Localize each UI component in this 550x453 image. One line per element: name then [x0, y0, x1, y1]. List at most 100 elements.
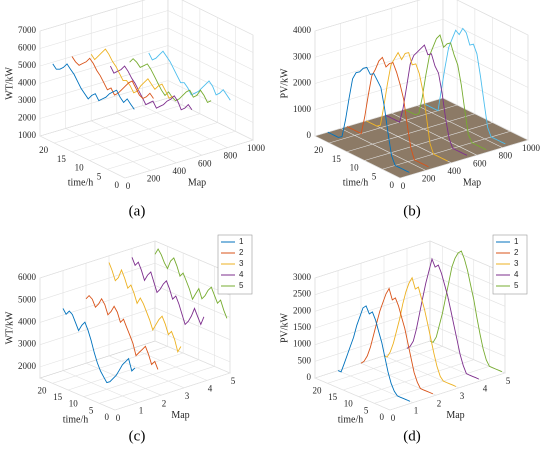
z-grid-line — [39, 27, 169, 67]
time-grid-line — [374, 366, 490, 404]
series-line — [148, 50, 231, 101]
series-line — [108, 262, 182, 353]
time-tick-label: 10 — [69, 399, 79, 409]
z-tick-label: 6000 — [18, 43, 37, 53]
time-grid-line — [89, 122, 218, 161]
map-tick-label: 1 — [139, 406, 144, 416]
series-line — [423, 27, 506, 145]
z-tick-label: 3000 — [293, 272, 312, 282]
time-grid-line — [346, 113, 475, 153]
time-tick-label: 15 — [328, 392, 338, 402]
panel-caption: (a) — [129, 203, 146, 219]
panel: 2000300040005000600001234505101520WT/kWM… — [4, 234, 253, 444]
time-grid-line — [124, 139, 254, 179]
z-grid-line — [314, 307, 431, 345]
map-axis-label: Map — [188, 177, 206, 188]
map-tick-label: 800 — [224, 151, 238, 161]
time-grid-line — [399, 139, 529, 179]
series-line — [327, 66, 410, 173]
z-grid-line — [39, 80, 169, 119]
map-tick-label: 1000 — [247, 143, 266, 153]
panel-caption: (d) — [403, 428, 421, 444]
z-grid-line — [314, 340, 431, 379]
series-line — [62, 308, 136, 384]
z-axis-label: PV/kW — [279, 68, 290, 99]
time-tick-label: 20 — [38, 385, 48, 395]
z-grid-line — [39, 0, 146, 32]
z-grid-line — [39, 10, 169, 49]
z-grid-line — [39, 240, 156, 279]
z-tick-label: 5000 — [18, 60, 37, 70]
time-tick-label: 5 — [364, 405, 369, 415]
series-line — [383, 276, 457, 387]
time-tick-label: 5 — [372, 171, 377, 181]
map-tick-label: 1 — [414, 406, 419, 416]
series-line — [429, 250, 503, 373]
series-line — [406, 257, 480, 380]
map-tick-label: 600 — [473, 158, 487, 168]
time-tick-label: 15 — [57, 154, 67, 164]
legend-label: 2 — [514, 248, 519, 257]
series-line — [385, 44, 468, 156]
panel: 0 1000 2000 3000 4000 0 200 400 600 800 1000 0 5 10 15… — [279, 0, 541, 219]
legend-label: 5 — [514, 281, 519, 290]
z-tick-label: 3000 — [293, 51, 312, 61]
time-grid-line — [364, 122, 493, 161]
surface-floor — [315, 98, 528, 178]
map-tick-label: 600 — [198, 158, 212, 168]
legend-label: 4 — [239, 270, 244, 279]
legend-label: 2 — [239, 248, 244, 257]
time-tick-label: 0 — [390, 180, 395, 190]
map-tick-label: 1000 — [522, 143, 541, 153]
series-line — [365, 51, 448, 162]
map-tick-label: 4 — [483, 383, 488, 393]
z-grid-line — [314, 257, 431, 295]
legend-label: 5 — [239, 281, 244, 290]
z-tick-label: 2000 — [18, 361, 37, 371]
z-tick-label: 2000 — [293, 305, 312, 315]
map-grid-line — [314, 135, 401, 179]
map-tick-label: 3 — [185, 391, 190, 401]
series-line — [52, 63, 135, 110]
z-grid-line — [39, 307, 156, 345]
legend-label: 3 — [514, 259, 519, 268]
time-grid-line — [343, 352, 459, 391]
map-tick-label: 0 — [126, 181, 131, 191]
time-tick-label: 0 — [115, 180, 120, 190]
map-tick-label: 2 — [437, 398, 442, 408]
panel: 05001000150020002500300001234505101520PV… — [279, 234, 528, 444]
time-grid-line — [52, 346, 168, 384]
time-tick-label: 20 — [39, 145, 49, 155]
map-tick-label: 3 — [460, 391, 465, 401]
map-tick-label: 400 — [172, 166, 186, 176]
series-line — [346, 56, 429, 168]
z-tick-label: 1000 — [293, 104, 312, 114]
z-tick-label: 2000 — [293, 78, 312, 88]
z-grid-line — [314, 97, 444, 137]
time-tick-label: 10 — [350, 163, 360, 173]
time-tick-label: 10 — [344, 399, 354, 409]
z-tick-label: 1000 — [18, 130, 37, 140]
legend-label: 1 — [514, 237, 519, 246]
time-grid-line — [389, 372, 506, 411]
time-tick-label: 15 — [53, 392, 63, 402]
series-line — [337, 305, 411, 402]
time-axis-label: time/h — [63, 414, 89, 425]
map-tick-label: 0 — [401, 181, 406, 191]
map-tick-label: 2 — [162, 398, 167, 408]
series-line — [109, 65, 193, 111]
z-tick-label: 1000 — [293, 339, 312, 349]
map-grid-line — [39, 377, 116, 411]
panel-caption: (c) — [129, 428, 146, 444]
time-grid-line — [382, 130, 511, 170]
map-tick-label: 800 — [499, 151, 513, 161]
map-tick-label: 5 — [231, 376, 236, 386]
z-tick-label: 3000 — [18, 339, 37, 349]
series-line — [131, 257, 205, 326]
z-grid-line — [314, 324, 431, 362]
z-grid-line — [429, 240, 506, 274]
series-line — [85, 294, 159, 370]
map-tick-label: 400 — [447, 166, 461, 176]
map-tick-label: 0 — [391, 413, 396, 423]
